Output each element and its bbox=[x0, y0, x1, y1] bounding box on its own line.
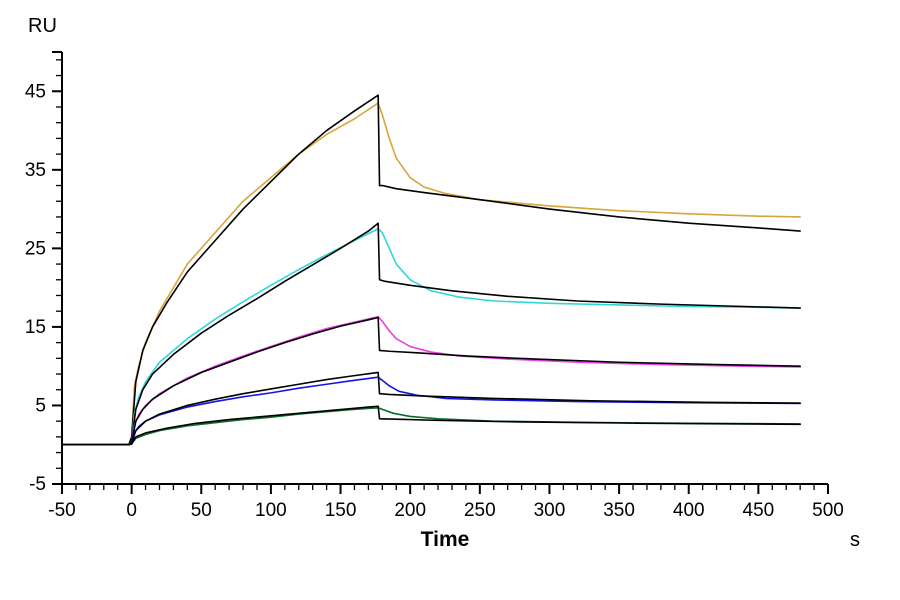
x-tick-label: 300 bbox=[534, 500, 566, 521]
y-unit-label: RU bbox=[28, 15, 57, 37]
x-tick-label: 0 bbox=[126, 500, 137, 521]
y-tick-label: 5 bbox=[35, 395, 46, 416]
x-unit-label: s bbox=[850, 529, 860, 551]
x-axis-title: Time bbox=[421, 528, 470, 551]
x-tick-label: 200 bbox=[394, 500, 426, 521]
y-tick-label: 25 bbox=[25, 238, 46, 259]
x-tick-label: 350 bbox=[603, 500, 635, 521]
x-tick-label: 150 bbox=[325, 500, 357, 521]
x-tick-label: 50 bbox=[191, 500, 212, 521]
x-tick-label: 500 bbox=[812, 500, 844, 521]
x-tick-label: 400 bbox=[673, 500, 705, 521]
x-tick-label: -50 bbox=[48, 500, 75, 521]
y-tick-label: 45 bbox=[25, 81, 46, 102]
y-tick-label: 35 bbox=[25, 160, 46, 181]
sensorgram-chart: -5 5 15 25 35 45 -50 0 50 100 150 200 250 300 350 400 45… bbox=[0, 0, 900, 600]
y-tick-label: 15 bbox=[25, 317, 46, 338]
x-tick-label: 250 bbox=[464, 500, 496, 521]
x-tick-label: 100 bbox=[255, 500, 287, 521]
y-tick-label: -5 bbox=[29, 474, 46, 495]
x-tick-label: 450 bbox=[743, 500, 775, 521]
